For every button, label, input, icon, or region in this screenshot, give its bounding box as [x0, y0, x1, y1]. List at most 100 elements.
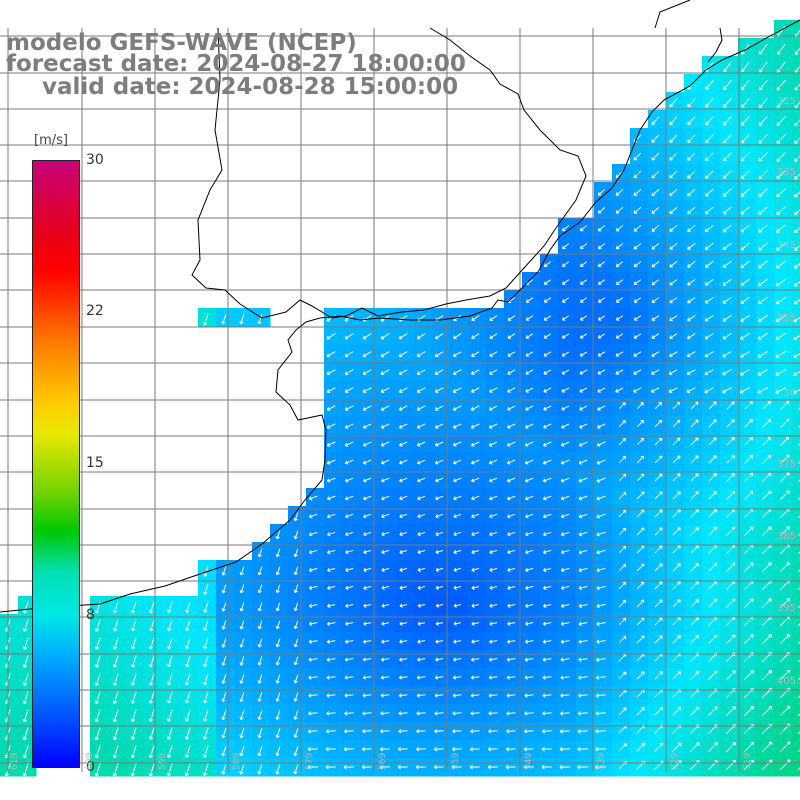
- wind-arrow: [453, 657, 462, 662]
- wind-arrow: [615, 279, 624, 285]
- wind-arrow: [362, 657, 372, 662]
- wind-arrow: [740, 314, 750, 322]
- wind-arrow: [489, 621, 498, 626]
- wind-arrow: [293, 548, 299, 558]
- wind-arrow: [398, 369, 408, 376]
- wind-arrow: [726, 526, 736, 536]
- wind-arrow: [112, 655, 119, 668]
- wind-arrow: [435, 603, 444, 608]
- wind-arrow: [762, 562, 772, 572]
- wind-arrow: [524, 441, 534, 447]
- wind-arrow: [381, 513, 390, 519]
- wind-arrow: [776, 278, 786, 287]
- wind-cell: [792, 182, 800, 201]
- wind-arrow: [723, 80, 732, 90]
- wind-arrow: [434, 369, 444, 376]
- wind-arrow: [293, 710, 299, 720]
- wind-arrow: [559, 729, 570, 734]
- wind-arrow: [470, 405, 480, 411]
- wind-arrow: [722, 351, 732, 358]
- coastline: [0, 19, 800, 613]
- wind-arrow: [578, 693, 588, 698]
- wind-arrow: [417, 603, 426, 608]
- wind-arrow: [690, 634, 700, 644]
- wind-arrow: [131, 601, 137, 614]
- wind-arrow: [722, 188, 732, 197]
- wind-arrow: [130, 745, 137, 759]
- wind-arrow: [505, 747, 516, 752]
- wind-arrow: [740, 134, 750, 144]
- wind-arrow: [793, 281, 800, 287]
- wind-arrow: [740, 116, 750, 126]
- wind-cell: [792, 758, 800, 777]
- wind-arrow: [776, 152, 786, 162]
- wind-arrow: [345, 621, 354, 626]
- wind-arrow: [690, 455, 699, 464]
- wind-arrow: [776, 260, 786, 269]
- wind-arrow: [525, 549, 534, 555]
- color-scale-bar: [32, 160, 80, 768]
- wind-arrow: [618, 743, 627, 752]
- wind-arrow: [525, 297, 534, 303]
- wind-arrow: [577, 711, 588, 716]
- wind-arrow: [654, 742, 664, 752]
- wind-arrow: [326, 387, 336, 394]
- wind-arrow: [308, 549, 318, 555]
- wind-arrow: [380, 405, 390, 411]
- wind-arrow: [705, 98, 714, 108]
- wind-arrow: [221, 638, 227, 648]
- wind-arrow: [744, 634, 754, 644]
- wind-cell: [792, 578, 800, 597]
- lat-label: 405: [776, 676, 796, 687]
- wind-arrow: [762, 472, 772, 482]
- wind-arrow: [562, 297, 570, 303]
- wind-arrow: [471, 585, 480, 590]
- wind-arrow: [759, 61, 768, 73]
- wind-arrow: [579, 423, 588, 429]
- wind-arrow: [722, 260, 732, 268]
- wind-arrow: [651, 134, 660, 143]
- wind-arrow: [543, 405, 552, 411]
- wind-arrow: [793, 245, 800, 251]
- wind-arrow: [487, 764, 498, 770]
- legend-tick-30: 30: [86, 152, 104, 168]
- wind-arrow: [669, 98, 678, 108]
- wind-arrow: [669, 279, 678, 286]
- wind-arrow: [361, 747, 372, 752]
- wind-arrow: [743, 741, 755, 753]
- wind-arrow: [379, 747, 390, 752]
- wind-arrow: [203, 691, 209, 704]
- wind-arrow: [542, 495, 552, 501]
- wind-arrow: [489, 549, 498, 555]
- wind-arrow: [578, 441, 588, 447]
- wind-cell: [792, 110, 800, 129]
- wind-arrow: [524, 459, 534, 465]
- wind-arrow: [579, 315, 588, 321]
- wind-arrow: [345, 567, 354, 573]
- wind-arrow: [633, 170, 642, 179]
- wind-arrow: [415, 764, 426, 770]
- wind-arrow: [488, 711, 498, 716]
- wind-arrow: [636, 527, 645, 536]
- wind-arrow: [433, 764, 444, 770]
- wind-arrow: [524, 477, 534, 483]
- wind-arrow: [257, 638, 263, 648]
- wind-arrow: [399, 531, 408, 537]
- wind-arrow: [435, 531, 444, 537]
- wind-arrow: [744, 598, 754, 608]
- wind-arrow: [399, 585, 408, 590]
- wind-arrow: [654, 545, 663, 554]
- wind-arrow: [417, 459, 426, 465]
- wind-arrow: [398, 729, 408, 734]
- wind-arrow: [489, 351, 498, 357]
- lon-label: 609: [85, 752, 95, 770]
- wind-arrow: [416, 729, 426, 734]
- wind-arrow: [672, 635, 681, 644]
- lon-label: 579: [305, 752, 315, 770]
- wind-arrow: [185, 691, 191, 704]
- wind-arrow: [471, 657, 480, 662]
- wind-arrow: [166, 763, 173, 777]
- wind-arrow: [542, 513, 552, 519]
- wind-arrow: [381, 477, 390, 483]
- wind-arrow: [507, 387, 516, 393]
